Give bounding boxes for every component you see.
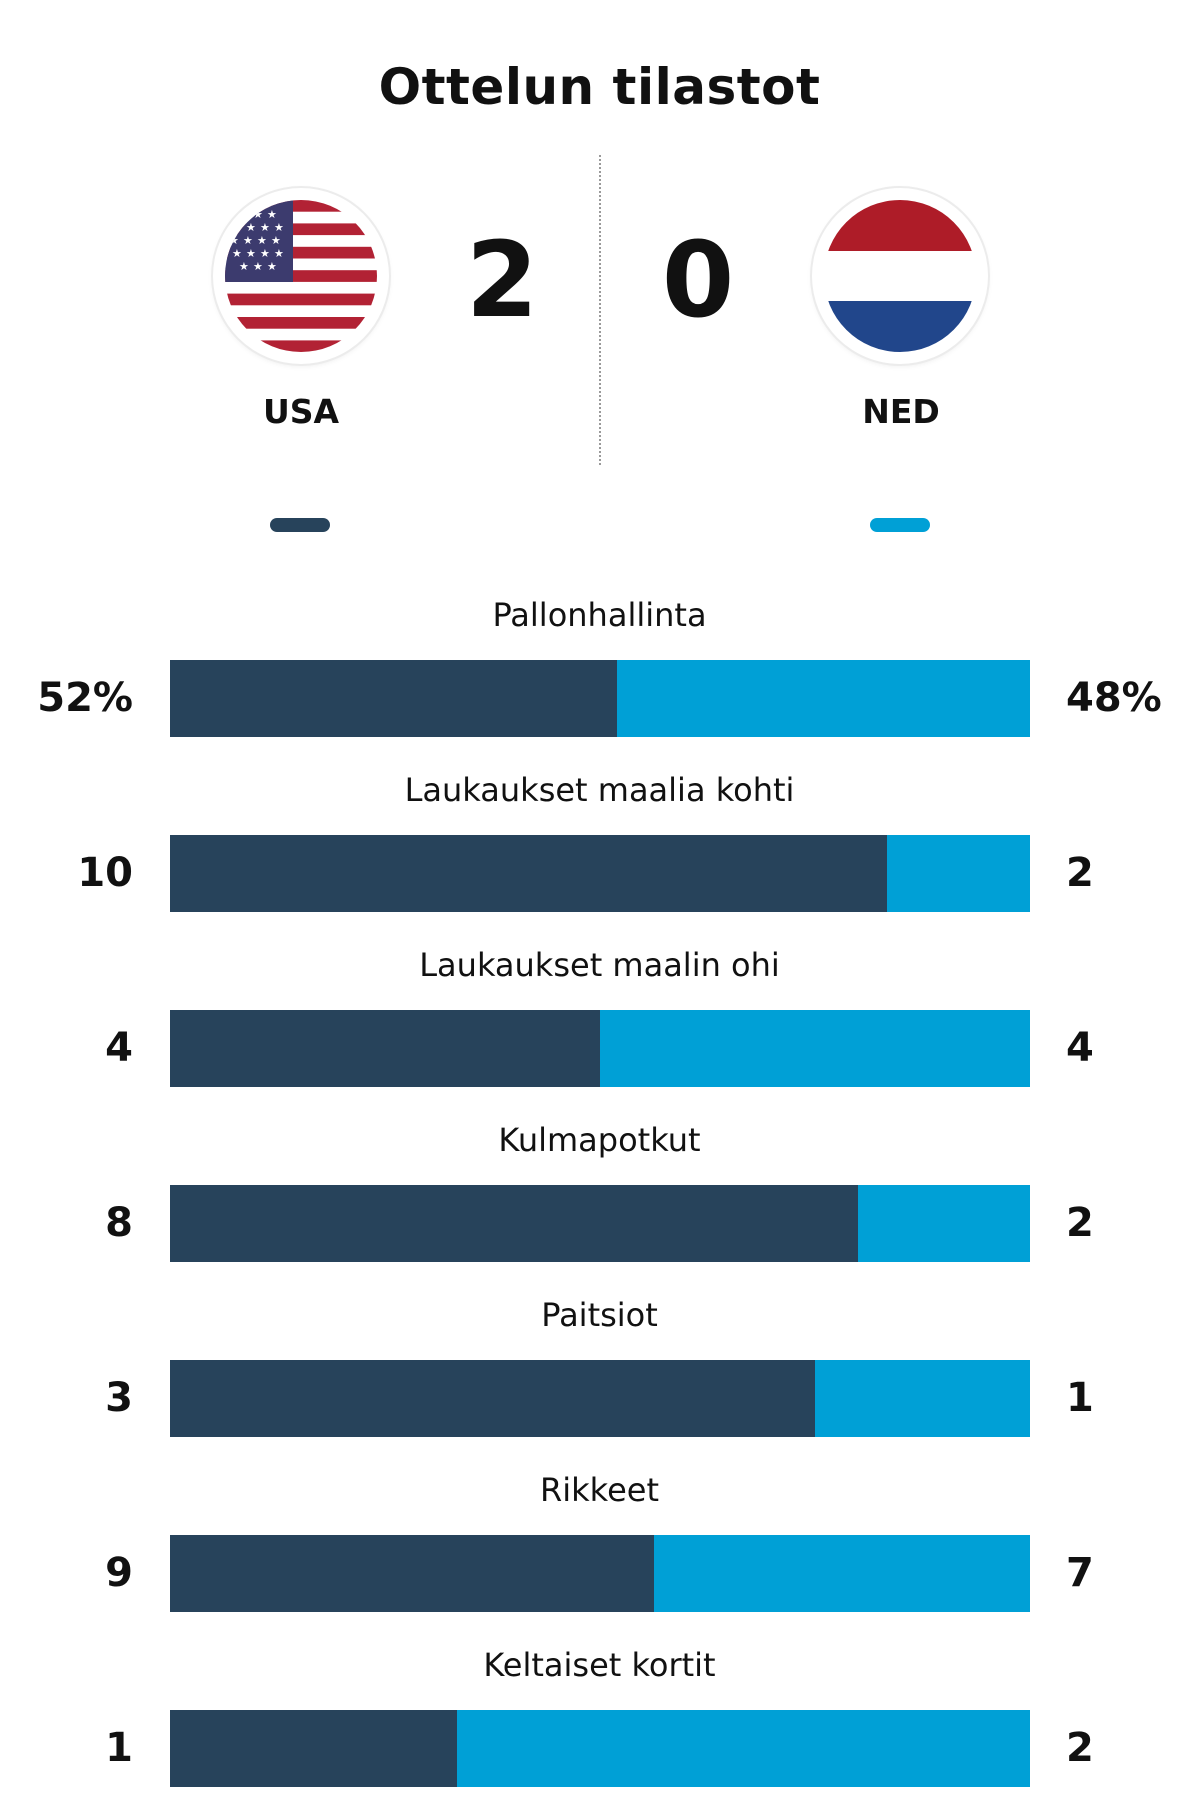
stat-bar-away [170,1360,1030,1437]
home-stat-value: 8 [105,1200,133,1246]
away-team-name: NED [862,392,940,431]
page-title: Ottelun tilastot [378,58,821,116]
stat-label: Paitsiot [541,1296,658,1334]
svg-text:★: ★ [257,234,267,247]
away-stat-value: 4 [1066,1025,1094,1071]
svg-text:★: ★ [260,247,270,260]
away-stat-value: 1 [1066,1375,1094,1421]
stat-label: Rikkeet [540,1471,659,1509]
svg-text:★: ★ [274,247,284,260]
away-stat-value: 2 [1066,1200,1094,1246]
home-stat-value: 52% [37,675,133,721]
stat-label: Laukaukset maalin ohi [419,946,780,984]
us-flag-icon: ★ ★ ★ ★ ★ ★ ★ ★ ★ ★ ★ ★ ★ ★ ★ ★ ★ ★ [213,188,389,364]
stat-bar-home [170,1010,600,1087]
stat-bar-home [170,835,887,912]
svg-text:★: ★ [274,221,284,234]
stat-bar-home [170,1360,815,1437]
stat-bar-home [170,660,618,737]
home-score: 2 [465,219,539,341]
away-stat-value: 48% [1066,675,1162,721]
stat-bar-away [170,1710,1030,1787]
svg-text:★: ★ [243,234,253,247]
svg-text:★: ★ [246,221,256,234]
svg-text:★: ★ [253,208,263,221]
home-stat-value: 9 [105,1550,133,1596]
stat-bar-away [170,660,1030,737]
away-stat-value: 7 [1066,1550,1094,1596]
home-stat-value: 10 [77,850,133,896]
stat-label: Laukaukset maalia kohti [404,771,795,809]
away-stat-value: 2 [1066,1725,1094,1771]
svg-text:★: ★ [260,221,270,234]
center-divider [599,155,601,465]
svg-text:★: ★ [239,260,249,273]
stat-bar-away [170,835,1030,912]
away-stat-value: 2 [1066,850,1094,896]
away-score: 0 [661,219,735,341]
svg-text:★: ★ [267,208,277,221]
svg-text:★: ★ [271,234,281,247]
stat-bar-away [170,1535,1030,1612]
svg-text:★: ★ [253,260,263,273]
svg-text:★: ★ [267,260,277,273]
svg-text:★: ★ [246,247,256,260]
stat-bar-home [170,1535,654,1612]
stat-label: Kulmapotkut [498,1121,701,1159]
stat-bar-home [170,1710,457,1787]
svg-text:★: ★ [229,234,239,247]
home-stat-value: 4 [105,1025,133,1071]
netherlands-flag-icon [812,188,988,364]
away-legend-swatch [870,518,930,532]
stat-bar-away [170,1010,1030,1087]
svg-text:★: ★ [232,247,242,260]
stat-label: Pallonhallinta [492,596,707,634]
svg-text:★: ★ [239,208,249,221]
stat-bar-home [170,1185,858,1262]
svg-text:★: ★ [232,221,242,234]
stat-label: Keltaiset kortit [483,1646,716,1684]
home-stat-value: 1 [105,1725,133,1771]
home-legend-swatch [270,518,330,532]
home-stat-value: 3 [105,1375,133,1421]
home-team-name: USA [262,392,340,431]
stat-bar-away [170,1185,1030,1262]
